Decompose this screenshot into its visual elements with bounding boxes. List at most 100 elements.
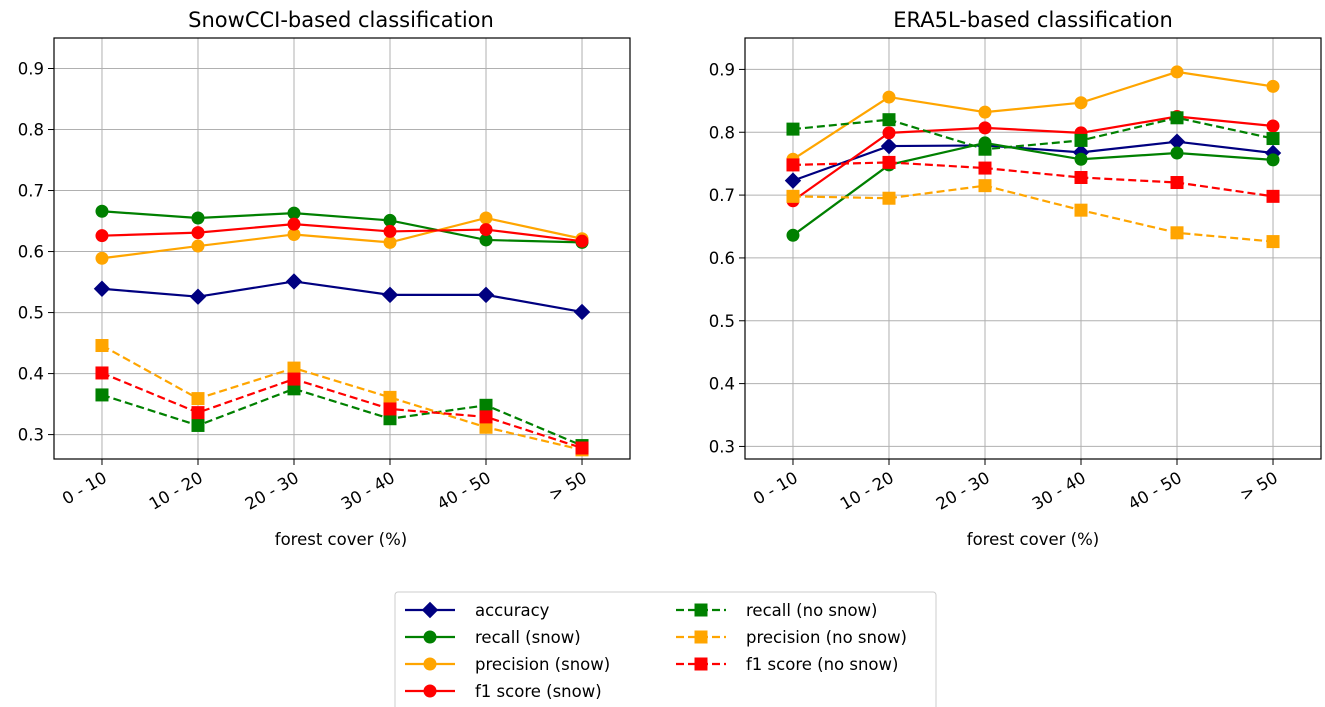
series-accuracy	[785, 134, 1280, 188]
y-tick-label: 0.3	[18, 426, 44, 445]
series-line	[793, 186, 1273, 242]
chart-title: SnowCCI-based classification	[188, 8, 494, 32]
series-line	[793, 72, 1273, 159]
series-f1-score-no-snow	[96, 367, 588, 454]
data-point	[96, 389, 108, 401]
data-point	[576, 442, 588, 454]
chart-title: ERA5L-based classification	[893, 8, 1173, 32]
data-point	[286, 274, 301, 289]
data-point	[883, 127, 895, 139]
y-tick-label: 0.6	[18, 243, 44, 262]
data-point	[787, 123, 799, 135]
x-tick-label: 20 - 30	[242, 468, 302, 514]
x-axis-label: forest cover (%)	[275, 530, 407, 549]
data-point	[883, 114, 895, 126]
x-tick-label: 20 - 30	[933, 468, 993, 514]
data-point	[883, 156, 895, 168]
data-point	[576, 235, 588, 247]
data-point	[96, 340, 108, 352]
series-group	[785, 66, 1280, 248]
series-line	[102, 218, 582, 258]
grid	[54, 38, 630, 459]
data-point	[1267, 120, 1279, 132]
data-point	[192, 212, 204, 224]
legend-label: recall (no snow)	[746, 601, 877, 620]
legend-label: precision (no snow)	[746, 628, 907, 647]
data-point	[979, 143, 991, 155]
data-point	[1075, 153, 1087, 165]
data-point	[384, 391, 396, 403]
data-point	[480, 212, 492, 224]
legend-label: accuracy	[475, 601, 550, 620]
series-precision-snow	[96, 212, 588, 264]
x-tick-label: > 50	[1237, 468, 1281, 504]
data-point	[480, 224, 492, 236]
data-point	[96, 367, 108, 379]
x-axis-label: forest cover (%)	[967, 530, 1099, 549]
data-point	[1267, 154, 1279, 166]
data-point	[1075, 171, 1087, 183]
data-point	[192, 407, 204, 419]
y-tick-label: 0.7	[709, 186, 735, 205]
data-point	[384, 236, 396, 248]
legend-label: f1 score (no snow)	[746, 655, 898, 674]
series-precision-no-snow	[787, 180, 1279, 248]
data-point	[1171, 112, 1183, 124]
legend-swatch-marker	[424, 685, 436, 697]
series-line	[793, 162, 1273, 196]
series-line	[793, 143, 1273, 235]
y-tick-label: 0.4	[18, 365, 44, 384]
series-group	[94, 205, 589, 456]
data-point	[1075, 97, 1087, 109]
data-point	[192, 419, 204, 431]
data-point	[785, 173, 800, 188]
data-point	[384, 403, 396, 415]
data-point	[787, 190, 799, 202]
data-point	[1171, 147, 1183, 159]
data-point	[288, 207, 300, 219]
data-point	[883, 91, 895, 103]
data-point	[192, 393, 204, 405]
data-point	[979, 122, 991, 134]
legend-swatch-marker	[424, 658, 436, 670]
y-tick-label: 0.7	[18, 182, 44, 201]
legend-label: f1 score (snow)	[475, 682, 602, 701]
data-point	[190, 289, 205, 304]
y-tick-label: 0.9	[709, 60, 735, 79]
x-tick-label: 10 - 20	[837, 468, 897, 514]
data-point	[1075, 204, 1087, 216]
x-tick-label: 40 - 50	[1125, 468, 1185, 514]
legend-label: recall (snow)	[475, 628, 581, 647]
data-point	[192, 240, 204, 252]
x-tick-label: 40 - 50	[434, 468, 494, 514]
axes-frame	[745, 38, 1321, 459]
data-point	[288, 218, 300, 230]
data-point	[1267, 133, 1279, 145]
y-tick-label: 0.3	[709, 437, 735, 456]
axes-frame	[54, 38, 630, 459]
data-point	[1267, 80, 1279, 92]
data-point	[192, 227, 204, 239]
y-tick-label: 0.9	[18, 60, 44, 79]
data-point	[883, 192, 895, 204]
data-point	[1075, 134, 1087, 146]
data-point	[384, 225, 396, 237]
data-point	[383, 287, 398, 302]
data-point	[1171, 66, 1183, 78]
grid	[745, 38, 1321, 459]
series-line	[793, 117, 1273, 201]
data-point	[979, 106, 991, 118]
data-point	[787, 229, 799, 241]
data-point	[1267, 236, 1279, 248]
data-point	[480, 399, 492, 411]
data-point	[96, 252, 108, 264]
data-point	[480, 411, 492, 423]
legend-swatch-marker	[695, 604, 707, 616]
series-line	[793, 142, 1273, 181]
legend-swatch-marker	[695, 658, 707, 670]
data-point	[384, 214, 396, 226]
chart-snowcci: SnowCCI-based classification forest cove…	[18, 8, 630, 549]
data-point	[575, 304, 590, 319]
data-point	[1171, 227, 1183, 239]
